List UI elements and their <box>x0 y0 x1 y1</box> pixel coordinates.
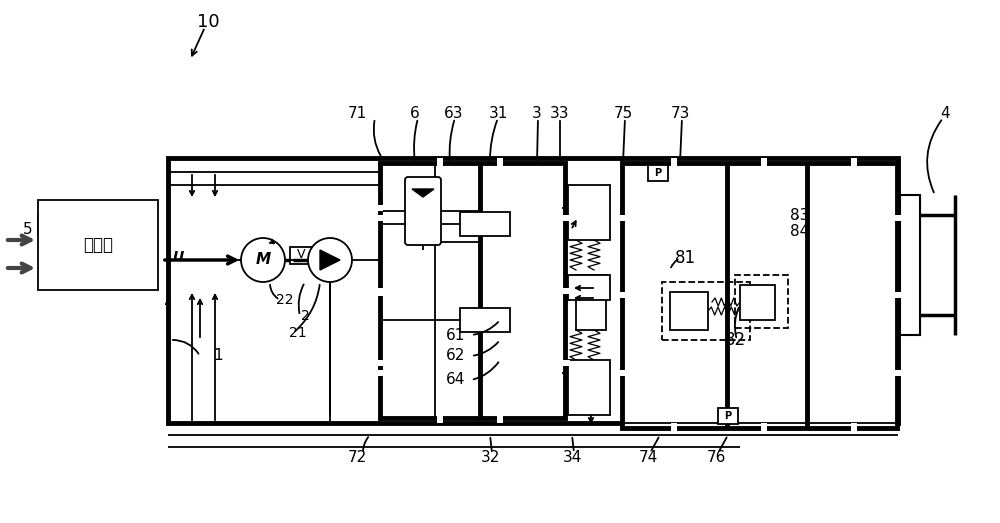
Text: 4: 4 <box>940 106 950 120</box>
Polygon shape <box>320 250 340 270</box>
Text: 33: 33 <box>550 106 570 120</box>
Text: 74: 74 <box>638 450 658 465</box>
Bar <box>460 212 510 236</box>
Bar <box>576 275 606 330</box>
Bar <box>735 275 788 328</box>
Text: 31: 31 <box>488 106 508 120</box>
Text: 71: 71 <box>347 106 367 120</box>
Text: 73: 73 <box>670 106 690 120</box>
Text: 84: 84 <box>790 224 810 240</box>
Text: 62: 62 <box>446 348 466 363</box>
Text: 1: 1 <box>213 348 223 363</box>
Bar <box>900 195 920 335</box>
Bar <box>622 163 897 428</box>
Polygon shape <box>412 189 434 197</box>
Text: 2: 2 <box>301 309 309 323</box>
Bar <box>38 200 158 290</box>
Bar <box>662 282 750 340</box>
Text: 10: 10 <box>197 13 219 31</box>
Bar <box>460 308 510 332</box>
Text: 83: 83 <box>790 208 810 222</box>
Bar <box>377 205 383 211</box>
Bar <box>380 163 565 418</box>
Text: 6: 6 <box>410 106 420 120</box>
Bar <box>568 185 610 240</box>
Bar <box>375 360 385 366</box>
Bar <box>617 370 627 376</box>
Text: 72: 72 <box>347 450 367 465</box>
Bar <box>560 360 570 366</box>
Text: 61: 61 <box>446 327 466 343</box>
Bar <box>377 370 383 376</box>
Text: M: M <box>255 253 271 267</box>
Bar <box>560 215 570 221</box>
Bar <box>892 215 902 221</box>
Text: 34: 34 <box>562 450 582 465</box>
Bar <box>892 370 902 376</box>
Bar <box>718 408 738 424</box>
Bar <box>617 292 627 298</box>
Bar <box>497 158 503 168</box>
Text: 82: 82 <box>724 331 746 349</box>
Text: 32: 32 <box>480 450 500 465</box>
Bar <box>560 288 570 294</box>
Text: 5: 5 <box>23 222 33 237</box>
Bar <box>568 360 610 415</box>
Text: P: P <box>724 411 732 421</box>
Bar <box>375 288 385 294</box>
Text: 81: 81 <box>674 249 696 267</box>
Circle shape <box>241 238 285 282</box>
FancyBboxPatch shape <box>405 177 441 245</box>
Text: 21: 21 <box>289 326 307 340</box>
Text: U: U <box>172 250 184 264</box>
Bar <box>670 292 708 330</box>
Text: 控制器: 控制器 <box>83 236 113 254</box>
Circle shape <box>308 238 352 282</box>
Bar <box>375 215 385 221</box>
Bar <box>377 290 383 296</box>
Text: 22: 22 <box>276 293 294 307</box>
Bar <box>851 423 857 433</box>
Text: 76: 76 <box>706 450 726 465</box>
Text: P: P <box>654 168 662 178</box>
Bar <box>290 247 312 264</box>
Bar <box>761 158 767 168</box>
Bar <box>648 165 668 181</box>
Bar <box>497 413 503 423</box>
Bar <box>617 215 627 221</box>
Text: 64: 64 <box>446 372 466 388</box>
Text: 75: 75 <box>613 106 633 120</box>
Bar <box>671 423 677 433</box>
Bar <box>437 413 443 423</box>
Bar <box>437 158 443 168</box>
Text: V: V <box>297 248 305 262</box>
Bar <box>761 423 767 433</box>
Bar <box>671 158 677 168</box>
Bar <box>168 158 898 423</box>
Text: 63: 63 <box>444 106 464 120</box>
Bar <box>892 292 902 298</box>
Text: 3: 3 <box>532 106 542 120</box>
Bar <box>568 275 610 300</box>
Bar <box>851 158 857 168</box>
Bar <box>740 285 775 320</box>
